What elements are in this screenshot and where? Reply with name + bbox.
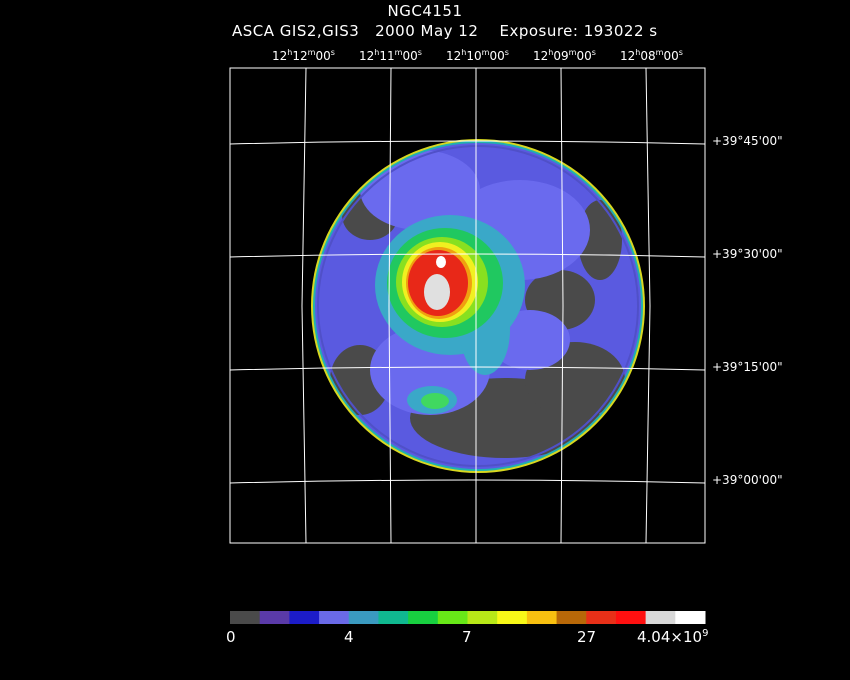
dec-label: +39°30'00" [712, 247, 783, 261]
ra-label: 12h10m00s [446, 48, 509, 63]
source-peak [424, 274, 450, 310]
colorbar-label: 7 [462, 628, 472, 646]
dec-gridline [229, 366, 706, 371]
colorbar-swatch [526, 611, 558, 624]
colorbar-swatch [645, 611, 676, 624]
dec-gridline [229, 140, 706, 145]
dec-label: +39°15'00" [712, 360, 783, 374]
colorbar-swatch [319, 611, 350, 624]
colorbar-swatch [467, 611, 498, 624]
ra-label: 12h12m00s [272, 48, 335, 63]
colorbar-swatch [556, 611, 587, 624]
ra-gridline [388, 67, 392, 544]
colorbar [230, 611, 706, 624]
colorbar-label: 27 [577, 628, 597, 646]
colorbar-swatch [259, 611, 290, 624]
ra-label: 12h11m00s [359, 48, 422, 63]
colorbar-swatch [378, 611, 409, 624]
colorbar-label-max: 4.04×109 [637, 628, 709, 646]
dec-label: +39°00'00" [712, 473, 783, 487]
ra-label: 12h08m00s [620, 48, 683, 63]
colorbar-swatch [289, 611, 320, 624]
object-name: NGC4151 [387, 2, 463, 20]
colorbar-swatch [497, 611, 528, 624]
plot-frame [229, 67, 706, 544]
colorbar-label: 0 [226, 628, 236, 646]
colorbar-swatch [615, 611, 647, 624]
ra-gridline [560, 67, 564, 544]
detector-image [311, 139, 645, 473]
dec-gridline [229, 479, 706, 484]
colorbar-swatch [437, 611, 468, 624]
colorbar-swatch [675, 611, 706, 624]
colorbar-swatch [586, 611, 617, 624]
colorbar-swatch [348, 611, 379, 624]
colorbar-label: 4 [344, 628, 354, 646]
dec-gridline [229, 253, 706, 258]
ra-label: 12h09m00s [533, 48, 596, 63]
colorbar-swatch [408, 611, 439, 624]
coordinate-grid [229, 67, 706, 544]
observation-info: ASCA GIS2,GIS3 2000 May 12 Exposure: 193… [232, 22, 658, 40]
ra-gridline [645, 67, 651, 544]
ra-gridline [301, 67, 307, 544]
dec-label: +39°45'00" [712, 134, 783, 148]
colorbar-swatch [230, 611, 261, 624]
